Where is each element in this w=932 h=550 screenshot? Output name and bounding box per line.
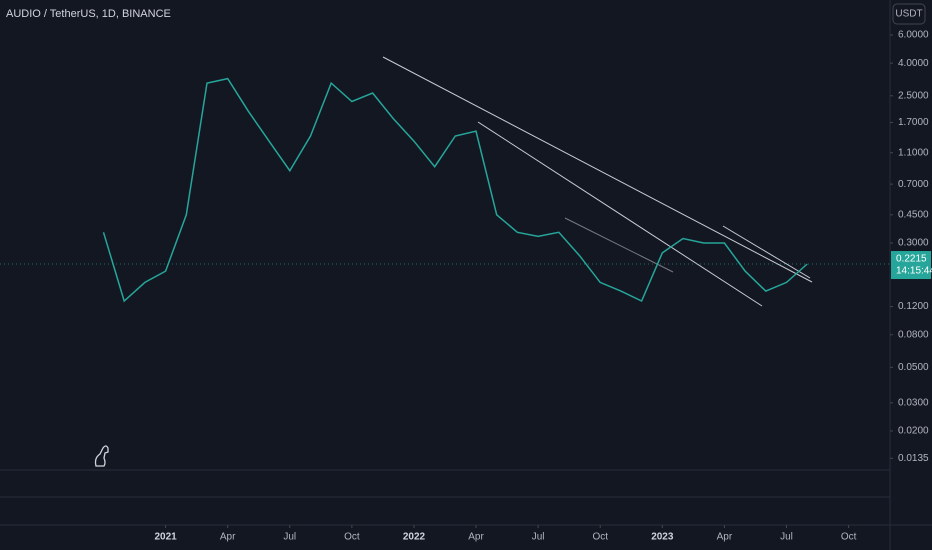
price-line bbox=[102, 77, 808, 303]
x-tick-label: 2023 bbox=[651, 532, 674, 543]
y-tick-label: 0.0500 bbox=[898, 362, 929, 373]
y-tick-label: 0.0135 bbox=[898, 453, 929, 464]
last-price-label: 0.2215 bbox=[896, 254, 927, 265]
y-tick-label: 0.4500 bbox=[898, 209, 929, 220]
y-tick-label: 0.7000 bbox=[898, 179, 929, 190]
trend-line bbox=[722, 225, 811, 279]
x-tick-label: Oct bbox=[592, 532, 608, 543]
x-tick-label: Jul bbox=[283, 532, 296, 543]
x-tick-label: Apr bbox=[717, 532, 733, 543]
x-tick-label: Jul bbox=[780, 532, 793, 543]
x-tick-label: Apr bbox=[220, 532, 236, 543]
trend-line bbox=[382, 56, 813, 283]
currency-button[interactable] bbox=[892, 3, 926, 25]
y-tick-label: 4.0000 bbox=[898, 58, 929, 69]
x-tick-label: 2021 bbox=[154, 532, 177, 543]
x-tick-label: Apr bbox=[468, 532, 484, 543]
y-tick-label: 1.1000 bbox=[898, 147, 929, 158]
trend-line bbox=[477, 121, 763, 307]
y-tick-label: 1.7000 bbox=[898, 117, 929, 128]
y-tick-label: 0.0200 bbox=[898, 426, 929, 437]
chart-title: AUDIO / TetherUS, 1D, BINANCE bbox=[6, 8, 171, 20]
x-tick-label: Oct bbox=[344, 532, 360, 543]
trend-line bbox=[564, 217, 674, 273]
y-tick-label: 6.0000 bbox=[898, 30, 929, 41]
last-price-box bbox=[891, 251, 931, 280]
countdown-label: 14:15:44 bbox=[896, 266, 932, 277]
x-tick-label: Oct bbox=[841, 532, 857, 543]
y-tick-label: 0.0300 bbox=[898, 397, 929, 408]
y-tick-label: 2.5000 bbox=[898, 90, 929, 101]
x-tick-label: 2022 bbox=[403, 532, 426, 543]
x-tick-label: Jul bbox=[532, 532, 545, 543]
logo[interactable] bbox=[94, 445, 109, 467]
y-tick-label: 0.1200 bbox=[898, 301, 929, 312]
y-tick-label: 0.3000 bbox=[898, 238, 929, 249]
y-tick-label: 0.0800 bbox=[898, 329, 929, 340]
currency-label[interactable]: USDT bbox=[895, 9, 922, 20]
